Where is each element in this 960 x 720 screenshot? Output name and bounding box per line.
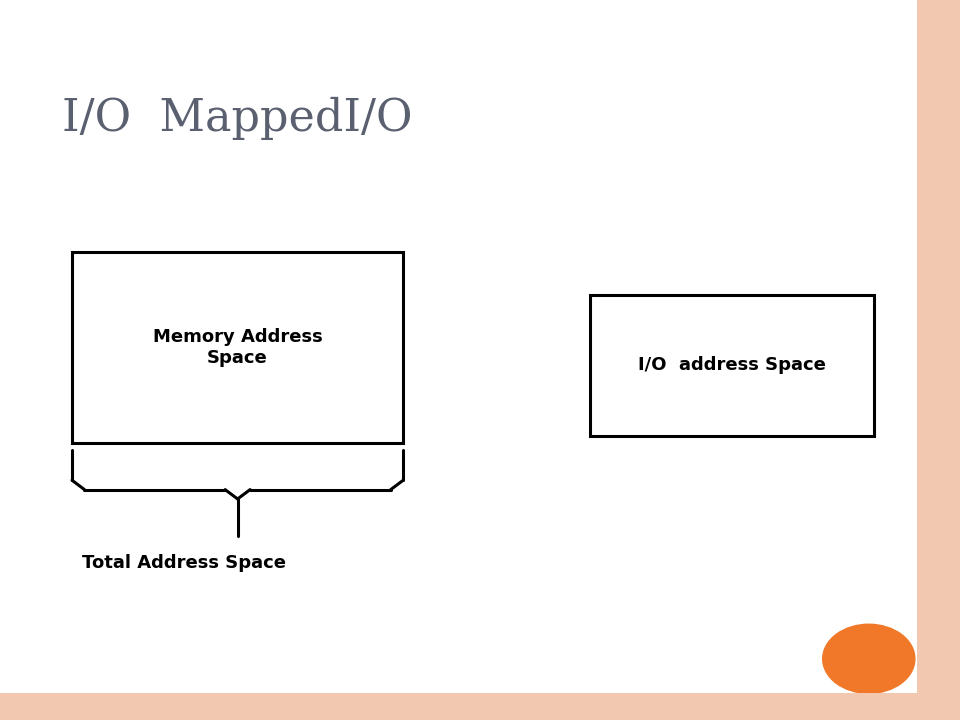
Text: Total Address Space: Total Address Space [82, 554, 286, 572]
Bar [72, 252, 403, 443]
Text: I/O  address Space: I/O address Space [638, 356, 826, 374]
Text: Memory Address
Space: Memory Address Space [153, 328, 323, 366]
Circle shape [823, 624, 915, 693]
Bar [590, 295, 874, 436]
Text: I/O  MappedI/O: I/O MappedI/O [62, 97, 413, 140]
